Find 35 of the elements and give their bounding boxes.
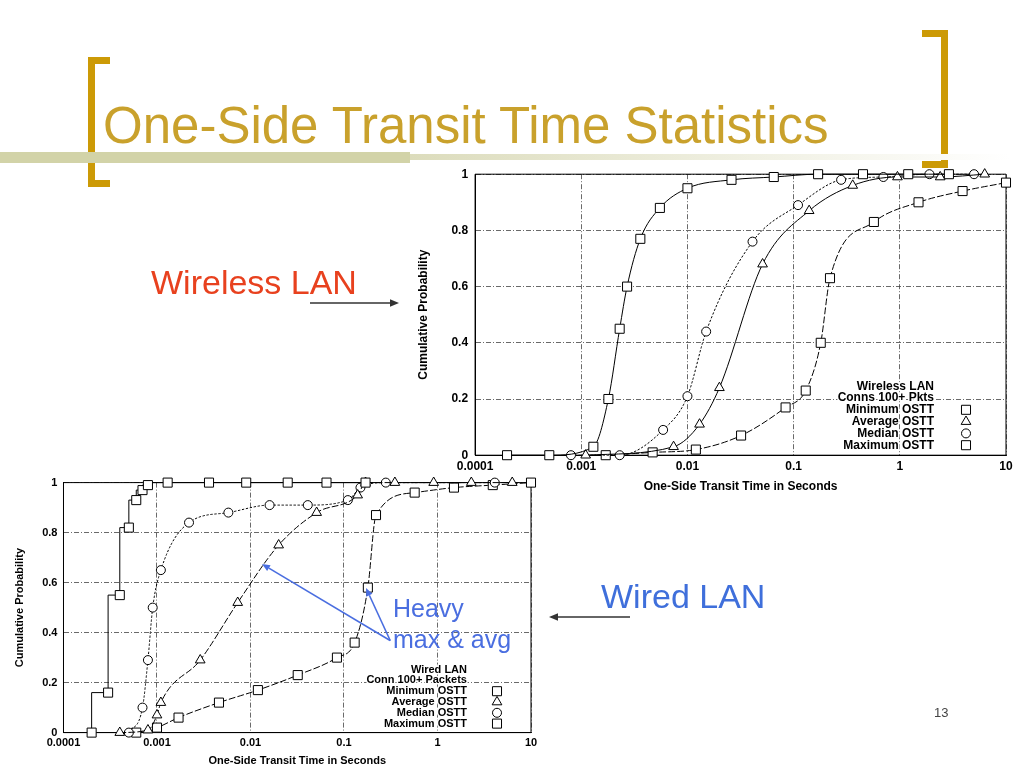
chart-title: One-Side Transit Time Statistics	[103, 97, 829, 154]
y-tick-label: 0.4	[451, 335, 469, 350]
x-tick-label: 0.001	[566, 458, 597, 473]
x-tick-label: 10	[999, 458, 1013, 473]
x-tick-label: 0.01	[239, 736, 262, 749]
text: 13	[934, 705, 949, 720]
text: Wired LAN	[601, 577, 766, 615]
x-axis-title: One-Side Transit Time in Seconds	[208, 754, 387, 767]
y-tick-label: 0.6	[42, 575, 58, 588]
x-tick-label: 0.1	[785, 458, 803, 473]
x-tick-label: 0.1	[336, 736, 352, 749]
legend-label: Average OSTT	[391, 695, 468, 708]
annotation: Heavy max & avg	[393, 593, 512, 655]
x-tick-label: 1	[434, 736, 441, 749]
y-tick-label: 0.8	[42, 525, 58, 538]
legend-label: Maximum OSTT	[843, 437, 935, 452]
y-tick-label: 0.6	[451, 278, 469, 293]
y-tick-label: 0.8	[451, 222, 469, 237]
y-tick-label: 1	[461, 166, 469, 181]
y-tick-label: 0	[51, 725, 58, 738]
y-tick-label: 0.2	[42, 675, 58, 688]
y-axis-title: Cumulative Probability	[12, 547, 25, 668]
x-tick-label: 1	[896, 458, 904, 473]
text: Wireless LAN	[151, 263, 357, 301]
y-tick-label: 0.4	[42, 625, 59, 638]
y-tick-label: 1	[51, 475, 58, 488]
x-tick-label: 0.001	[143, 736, 171, 749]
x-tick-label: 0.0001	[46, 736, 81, 749]
legend-label: Maximum OSTT	[383, 716, 468, 729]
legend-label: Minimum OSTT	[386, 684, 468, 697]
y-tick-label: 0.2	[451, 391, 469, 406]
y-axis-title: Cumulative Probability	[415, 249, 430, 380]
x-tick-label: 0.01	[675, 458, 700, 473]
x-tick-label: 10	[524, 736, 538, 749]
x-axis-title: One-Side Transit Time in Seconds	[643, 479, 838, 494]
